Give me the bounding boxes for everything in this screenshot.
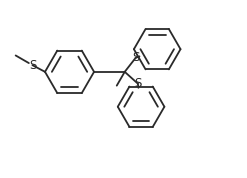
Text: S: S: [132, 51, 139, 64]
Text: S: S: [134, 77, 142, 90]
Text: S: S: [29, 59, 36, 72]
